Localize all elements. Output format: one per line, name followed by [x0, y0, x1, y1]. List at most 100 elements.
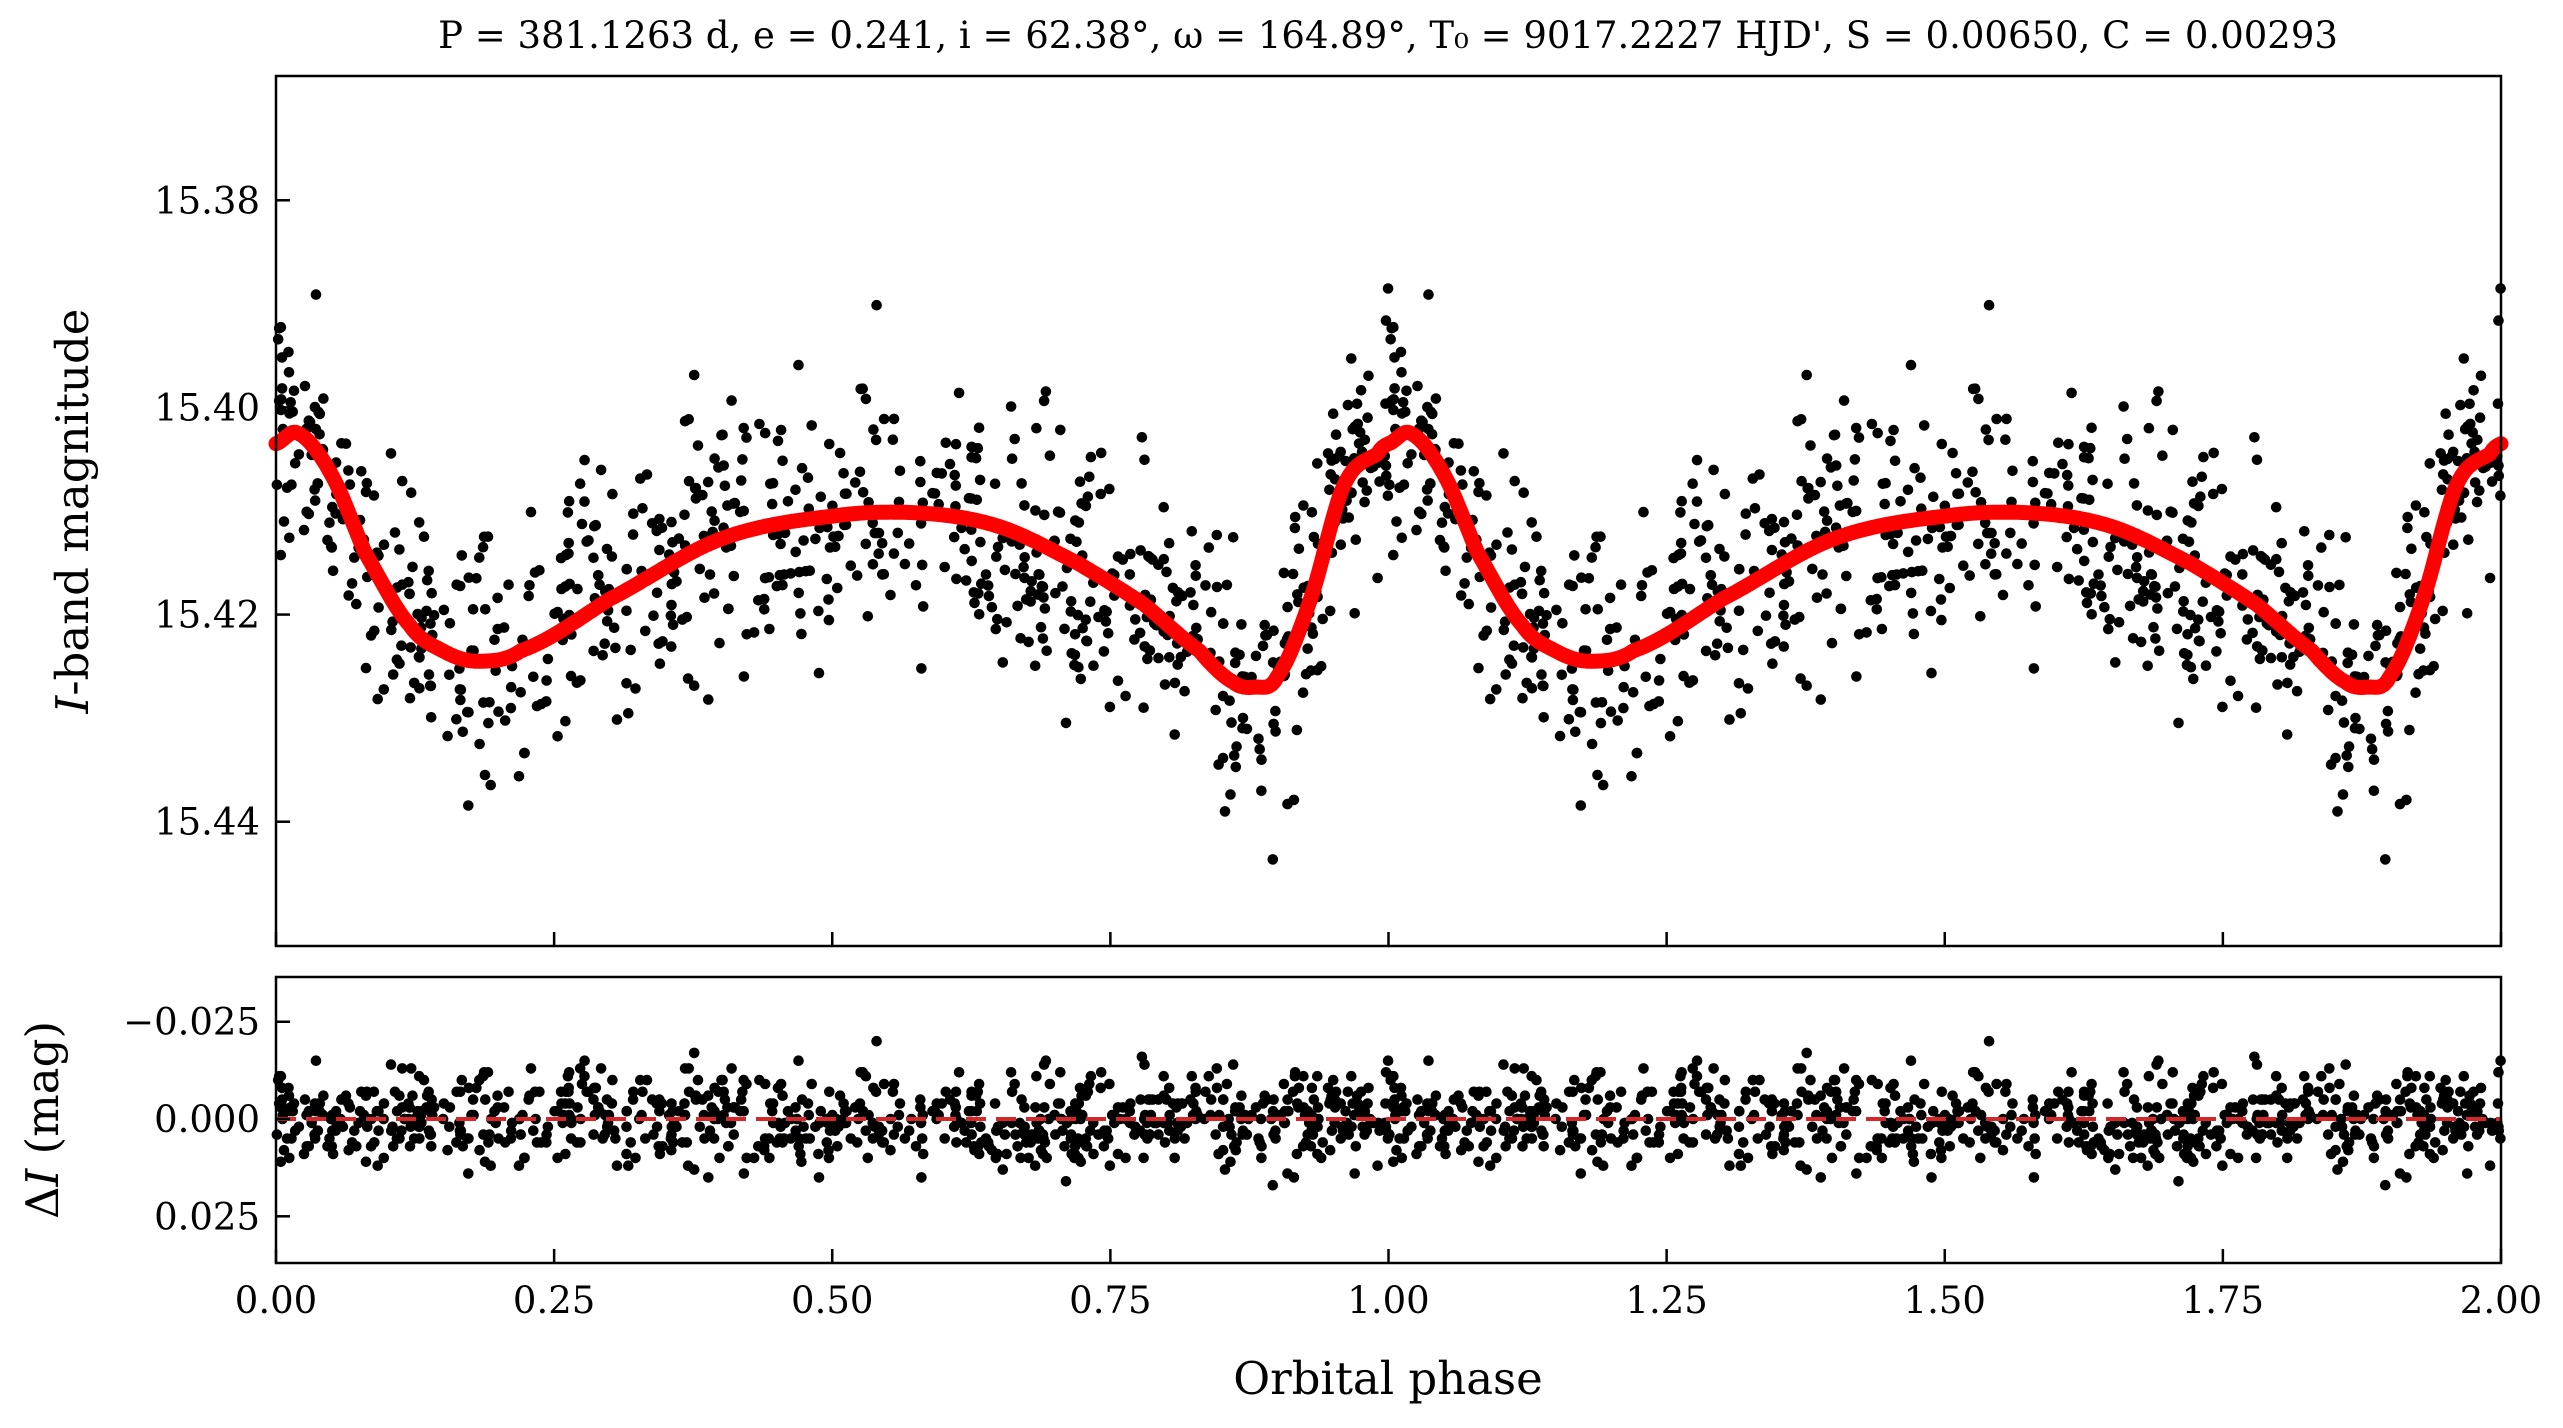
- residual-point: [1642, 1113, 1654, 1125]
- residual-point: [688, 1047, 700, 1059]
- residual-point: [1101, 1125, 1112, 1136]
- residual-point: [1811, 1133, 1823, 1144]
- residual-point: [423, 1086, 435, 1098]
- data-point: [423, 565, 435, 577]
- residual-point: [2288, 1121, 2299, 1133]
- residual-point: [737, 1086, 748, 1098]
- x-tick-label: 1.50: [1904, 1279, 1986, 1322]
- data-point: [1693, 536, 1705, 547]
- data-point: [1700, 552, 1712, 564]
- data-point: [2049, 468, 2060, 479]
- residual-point: [1153, 1094, 1164, 1105]
- data-point: [278, 516, 290, 527]
- data-point: [467, 604, 479, 615]
- residual-point: [1829, 1074, 1841, 1086]
- data-point: [990, 623, 1002, 635]
- data-point: [2410, 687, 2421, 698]
- data-point: [2401, 794, 2412, 806]
- residual-point: [1991, 1078, 2002, 1090]
- data-point: [621, 605, 632, 617]
- data-point: [1388, 321, 1399, 333]
- data-point: [2196, 471, 2208, 483]
- data-point: [1597, 779, 1609, 791]
- residual-point: [1502, 1086, 1513, 1098]
- data-point: [1809, 489, 1821, 501]
- data-point: [451, 579, 463, 590]
- data-point: [2135, 636, 2147, 648]
- data-point: [1778, 516, 1790, 528]
- residual-point: [275, 1070, 287, 1082]
- data-point: [1075, 673, 1087, 685]
- data-point: [1044, 450, 1056, 462]
- data-point: [1461, 552, 1473, 563]
- x-tick-label: 1.25: [1625, 1279, 1707, 1322]
- data-point: [1084, 471, 1095, 483]
- residual-point: [588, 1094, 599, 1105]
- x-tick-label: 0.25: [513, 1279, 595, 1322]
- data-point: [1805, 440, 1816, 451]
- residual-point: [1006, 1086, 1018, 1098]
- data-point: [1211, 529, 1223, 541]
- data-point: [1672, 715, 1684, 727]
- residual-point: [1484, 1105, 1495, 1117]
- data-point: [2186, 517, 2197, 528]
- residual-point: [860, 1125, 872, 1136]
- data-point: [1944, 582, 1956, 594]
- residual-point: [2265, 1094, 2277, 1105]
- residual-point: [404, 1102, 415, 1113]
- data-point: [525, 506, 537, 518]
- data-point: [595, 464, 607, 476]
- data-point: [971, 494, 983, 506]
- residual-point: [1611, 1102, 1622, 1113]
- data-point: [2406, 543, 2417, 555]
- data-point: [1034, 569, 1045, 580]
- residual-point: [1085, 1125, 1096, 1136]
- residual-point: [1638, 1063, 1649, 1074]
- data-point: [2211, 646, 2222, 657]
- data-point: [1936, 438, 1948, 450]
- residual-point: [360, 1156, 372, 1168]
- residual-point: [1396, 1152, 1408, 1164]
- data-point: [412, 608, 423, 620]
- data-point: [1009, 433, 1020, 445]
- data-point: [1267, 854, 1279, 865]
- residual-point: [2363, 1102, 2374, 1113]
- data-point: [1395, 346, 1407, 358]
- data-point: [423, 669, 435, 680]
- residual-point: [2332, 1164, 2343, 1175]
- residual-point: [1302, 1129, 1313, 1140]
- data-point: [795, 608, 806, 619]
- residual-point: [2335, 1113, 2347, 1125]
- data-point: [2138, 576, 2150, 587]
- residual-point: [1029, 1160, 1041, 1171]
- residual-point: [2157, 1078, 2168, 1090]
- data-point: [601, 543, 613, 555]
- residual-point: [498, 1102, 510, 1113]
- residual-point: [1595, 1137, 1607, 1148]
- data-point: [915, 455, 926, 467]
- data-point: [477, 541, 489, 553]
- residual-point: [1036, 1129, 1048, 1140]
- data-point: [285, 397, 297, 408]
- residual-point: [2282, 1133, 2293, 1144]
- data-point: [1342, 399, 1354, 411]
- data-point: [893, 496, 905, 508]
- residual-point: [1080, 1133, 1092, 1144]
- residual-point: [1481, 1137, 1493, 1148]
- residual-point: [1575, 1168, 1587, 1179]
- data-point: [944, 458, 956, 470]
- residual-point: [2200, 1148, 2212, 1160]
- data-point: [2299, 526, 2310, 537]
- y-tick-label: 15.44: [154, 801, 260, 844]
- residual-point: [1217, 1094, 1229, 1105]
- residual-point: [951, 1137, 962, 1148]
- residual-point: [654, 1105, 665, 1117]
- residual-point: [1112, 1148, 1124, 1160]
- data-point: [1169, 677, 1181, 689]
- data-point: [1570, 726, 1581, 738]
- data-point: [1733, 605, 1745, 617]
- data-point: [493, 706, 504, 717]
- residual-point: [1506, 1133, 1518, 1144]
- residual-point: [451, 1086, 463, 1098]
- data-point: [1792, 415, 1803, 427]
